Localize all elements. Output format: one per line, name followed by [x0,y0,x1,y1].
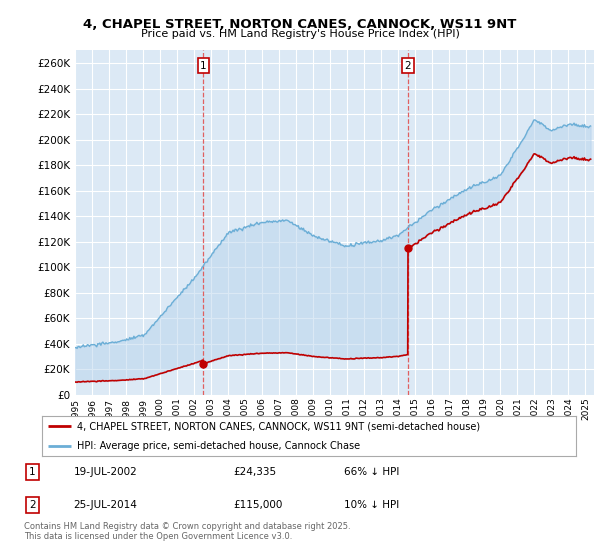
Text: £115,000: £115,000 [234,500,283,510]
Text: 19-JUL-2002: 19-JUL-2002 [74,467,137,477]
Text: 66% ↓ HPI: 66% ↓ HPI [344,467,400,477]
Text: 4, CHAPEL STREET, NORTON CANES, CANNOCK, WS11 9NT (semi-detached house): 4, CHAPEL STREET, NORTON CANES, CANNOCK,… [77,421,480,431]
Text: Price paid vs. HM Land Registry's House Price Index (HPI): Price paid vs. HM Land Registry's House … [140,29,460,39]
Text: 1: 1 [200,60,207,71]
Text: Contains HM Land Registry data © Crown copyright and database right 2025.
This d: Contains HM Land Registry data © Crown c… [24,522,350,542]
Text: £24,335: £24,335 [234,467,277,477]
Text: 25-JUL-2014: 25-JUL-2014 [74,500,137,510]
Text: 4, CHAPEL STREET, NORTON CANES, CANNOCK, WS11 9NT: 4, CHAPEL STREET, NORTON CANES, CANNOCK,… [83,18,517,31]
Text: 10% ↓ HPI: 10% ↓ HPI [344,500,400,510]
Text: 2: 2 [29,500,35,510]
Text: HPI: Average price, semi-detached house, Cannock Chase: HPI: Average price, semi-detached house,… [77,441,360,451]
Text: 1: 1 [29,467,35,477]
Text: 2: 2 [404,60,412,71]
